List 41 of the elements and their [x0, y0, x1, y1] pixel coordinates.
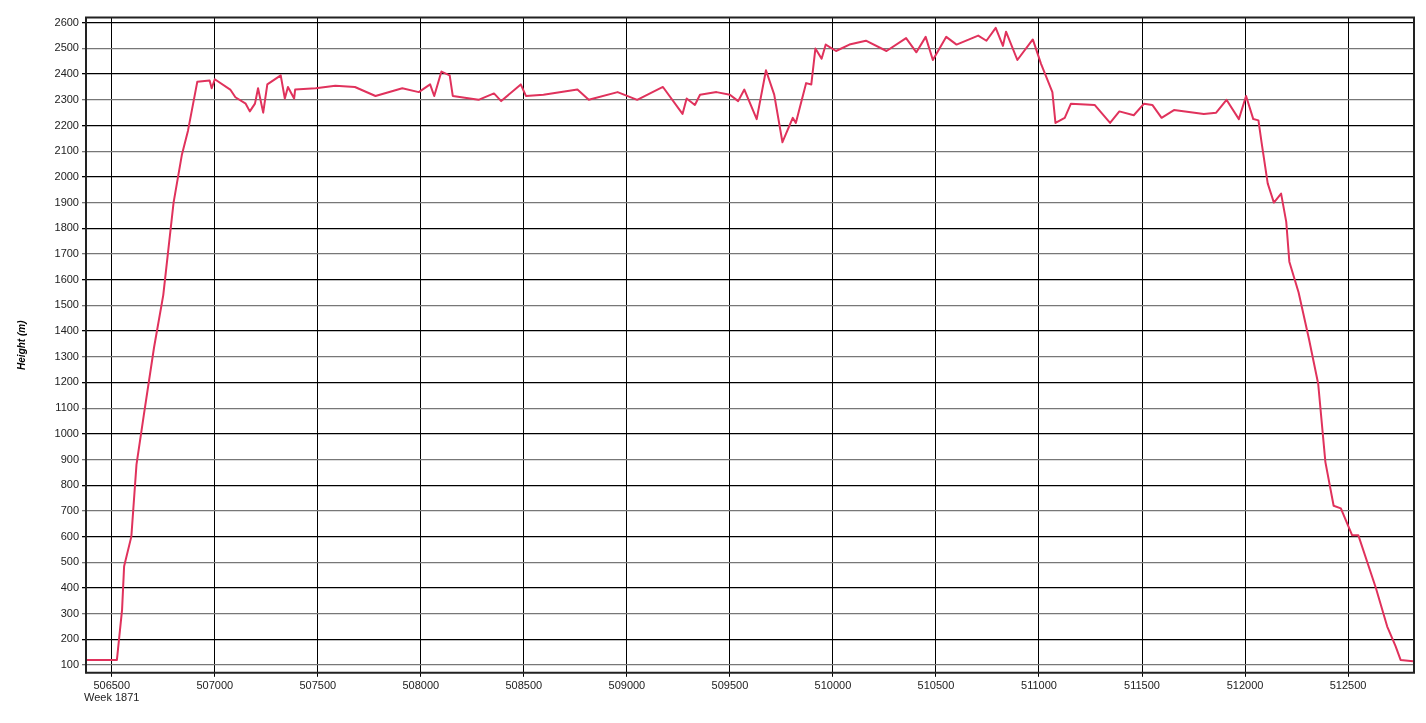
- x-tick-label: 511500: [1124, 679, 1160, 692]
- y-tick-label: 1200: [54, 375, 79, 388]
- y-tick-label: 1700: [54, 247, 79, 260]
- y-tick-label: 1100: [55, 401, 79, 414]
- x-tick-label: 507000: [196, 679, 234, 692]
- y-tick-label: 900: [60, 452, 79, 465]
- x-tick-label: 511000: [1021, 679, 1057, 692]
- y-tick-label: 800: [60, 478, 79, 491]
- y-tick-label: 100: [60, 658, 79, 671]
- y-tick-label: 1400: [54, 324, 79, 337]
- x-tick-label: 509500: [711, 679, 749, 692]
- x-tick-label: 506500: [93, 679, 131, 692]
- y-tick-label: 400: [60, 581, 79, 594]
- y-tick-label: 2200: [54, 118, 79, 131]
- y-tick-label: 1600: [54, 272, 79, 285]
- y-tick-label: 1000: [54, 426, 79, 439]
- y-tick-label: 1800: [54, 221, 79, 234]
- y-tick-label: 1300: [54, 349, 79, 362]
- y-tick-label: 2400: [54, 67, 79, 80]
- y-tick-label: 300: [60, 606, 79, 619]
- x-tick-label: 508500: [505, 679, 543, 692]
- y-tick-label: 200: [60, 632, 79, 645]
- y-tick-label: 1500: [54, 298, 79, 311]
- y-tick-label: 500: [60, 555, 79, 568]
- x-tick-label: 507500: [299, 679, 337, 692]
- x-tick-label: 509000: [608, 679, 646, 692]
- x-tick-label: 512000: [1226, 679, 1264, 692]
- text: Week 1871: [84, 691, 140, 704]
- y-tick-label: 2300: [54, 92, 79, 105]
- y-tick-label: 2000: [54, 169, 79, 182]
- x-tick-label: 510500: [917, 679, 955, 692]
- x-tick-label: 512500: [1329, 679, 1367, 692]
- y-tick-label: 2500: [54, 41, 79, 54]
- y-tick-label: 600: [60, 529, 79, 542]
- y-tick-label: 2100: [54, 144, 79, 157]
- y-tick-label: 700: [60, 503, 79, 516]
- x-tick-label: 510000: [814, 679, 852, 692]
- x-tick-label: 508000: [402, 679, 440, 692]
- y-axis-title: Height (m): [15, 319, 27, 370]
- y-tick-label: 1900: [54, 195, 79, 208]
- y-tick-label: 2600: [54, 15, 79, 28]
